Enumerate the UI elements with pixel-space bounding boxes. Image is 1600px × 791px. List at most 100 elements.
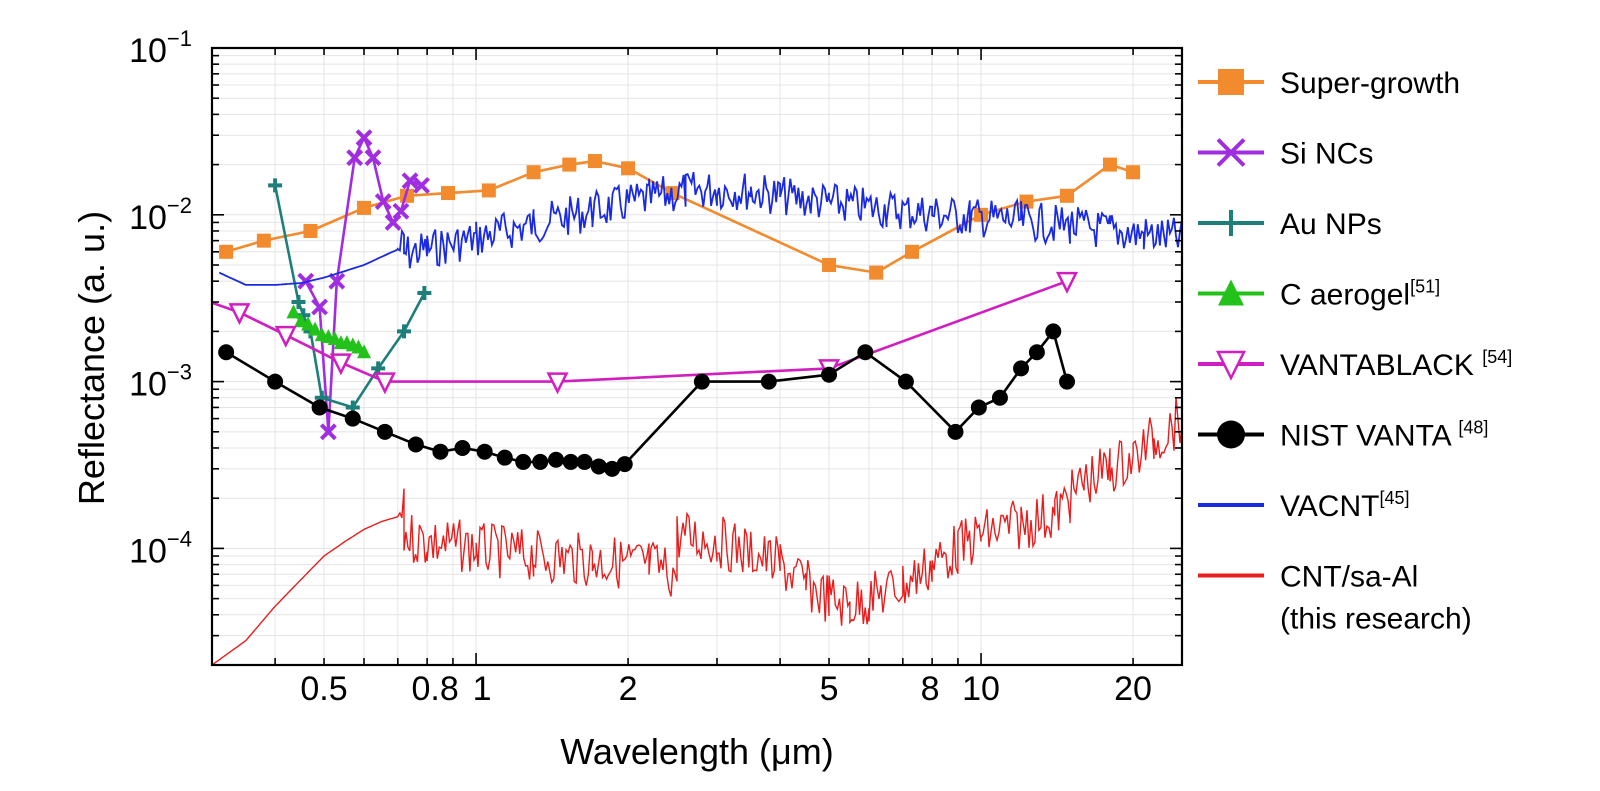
legend-marker [1218,210,1244,236]
data-point [526,165,541,180]
data-point [228,303,251,326]
x-axis-title: Wavelength (μm) [560,731,833,772]
legend-item: VACNT[45] [1198,488,1409,523]
legend-item: CNT/sa-Al (this research) [1198,561,1472,636]
data-point [857,344,874,361]
data-point [991,389,1008,406]
data-point [481,183,496,198]
legend-marker [1217,420,1245,449]
data-point [357,200,372,215]
data-point [311,298,329,316]
data-point [346,149,364,167]
data-point [869,265,884,280]
legend-item: Au NPs [1198,208,1382,241]
grid-lines [211,47,1182,666]
series-cnt-sa-al-this-research [212,397,1182,665]
legend-label: Au NPs [1280,208,1382,241]
data-point [311,399,328,416]
series-vantablack [212,271,1079,395]
axis-layer: 0.5 0.8 1 2 5 8 10 20 10−1 10−2 10−3 10−4 [129,26,1182,708]
data-point [548,451,565,468]
data-point [604,460,621,477]
legend-marker [1216,138,1246,167]
data-point [291,295,306,310]
series-layer [212,129,1182,665]
data-point [441,186,456,201]
series-c-aerogel [286,304,372,359]
data-point [621,161,636,176]
legend-item: Super-growth [1198,67,1460,100]
data-point [344,410,361,427]
x-tick-label: 0.5 [300,670,347,708]
data-point [760,373,777,390]
data-point [1045,323,1062,340]
data-point [970,399,987,416]
data-point [590,458,607,475]
data-point [301,316,316,331]
x-tick-label: 20 [1114,670,1152,708]
y-tick-label: 10−4 [129,526,192,570]
data-point [267,373,284,390]
data-point [329,353,352,376]
data-point [328,272,346,290]
data-point [546,372,569,395]
legend: Super-growth Si NCs Au NPs C aerogel[51] VAN… [1198,67,1512,636]
data-point [293,313,308,328]
legend-label: Super-growth [1280,67,1460,100]
x-tick-label: 2 [619,670,638,708]
series-si-ncs [297,129,430,441]
y-tick-label: 10−2 [129,193,192,237]
data-point [357,344,372,359]
x-tick-label: 5 [820,670,839,708]
data-point [905,244,920,259]
data-point [268,178,283,193]
series-super-growth [219,154,1141,280]
legend-label: CNT/sa-Al [1280,561,1418,594]
y-tick-label: 10−1 [129,26,192,70]
data-point [562,157,577,172]
data-point [364,149,382,167]
series-vacnt [218,171,1182,286]
data-point [515,453,532,470]
data-point [587,154,602,169]
legend-label: Si NCs [1280,138,1373,171]
data-point [616,456,633,473]
data-point [286,304,301,319]
data-point [401,172,419,190]
legend-label: VANTABLACK [54] [1280,347,1512,382]
data-point [1028,344,1045,361]
x-tick-label: 8 [921,670,940,708]
legend-marker [1218,279,1244,306]
legend-label: C aerogel[51] [1280,277,1440,312]
series-au-nps [268,178,432,415]
series-line [218,171,1182,286]
data-point [947,423,964,440]
legend-label-line2: (this research) [1280,603,1472,636]
series-nist-vanta [218,323,1076,477]
data-point [1102,157,1117,172]
legend-item: Si NCs [1198,138,1373,171]
data-point [219,244,234,259]
data-point [1059,373,1076,390]
data-point [374,193,392,211]
data-point [1019,194,1034,209]
data-point [373,372,396,395]
legend-item: VANTABLACK [54] [1198,347,1512,382]
data-point [897,373,914,390]
data-point [392,202,410,220]
data-point [376,423,393,440]
data-point [218,344,235,361]
legend-label: VACNT[45] [1280,488,1409,523]
data-point [1126,165,1141,180]
y-axis-title: Reflectance (a. u.) [71,211,112,505]
x-tick-label: 1 [473,670,492,708]
data-point [319,423,337,441]
data-point [1013,360,1030,377]
data-point [532,453,549,470]
legend-marker [1218,69,1244,95]
data-point [693,373,710,390]
data-point [822,258,837,273]
data-point [308,321,323,336]
data-point [384,214,402,231]
